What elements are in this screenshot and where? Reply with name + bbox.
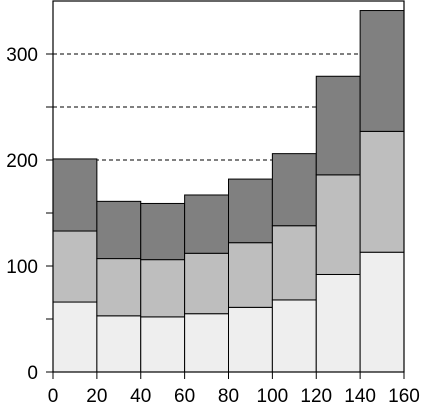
bar-segment-1-bin-2 bbox=[140, 259, 186, 318]
bar-segment-2-bin-6 bbox=[315, 75, 361, 176]
bar-segment-0-bin-1 bbox=[96, 315, 142, 373]
bar-segment-2-bin-1 bbox=[96, 200, 142, 260]
bar-segment-0-bin-5 bbox=[271, 299, 317, 373]
bar-segment-1-bin-4 bbox=[228, 242, 273, 308]
bar-segment-0-bin-4 bbox=[228, 306, 273, 373]
bar-segment-1-bin-1 bbox=[96, 258, 142, 317]
y-tick-label-200: 200 bbox=[6, 151, 38, 172]
tick-labels: 0 20 40 60 80 100 120 140 160 0 100 200 300 bbox=[6, 45, 420, 407]
y-tick-label-0: 0 bbox=[27, 363, 38, 384]
x-tick-label-80: 80 bbox=[218, 386, 239, 407]
x-tick-label-40: 40 bbox=[130, 386, 151, 407]
bar-segment-1-bin-7 bbox=[359, 130, 405, 253]
bar-segment-1-bin-0 bbox=[52, 230, 98, 303]
bar-segment-2-bin-2 bbox=[140, 202, 186, 261]
bar-segment-1-bin-3 bbox=[184, 252, 229, 315]
bar-segment-0-bin-6 bbox=[315, 273, 361, 373]
x-tick-label-60: 60 bbox=[174, 386, 195, 407]
x-tick-label-140: 140 bbox=[344, 386, 376, 407]
x-tick-label-20: 20 bbox=[86, 386, 107, 407]
x-tick-label-160: 160 bbox=[388, 386, 420, 407]
bar-segment-0-bin-3 bbox=[184, 313, 229, 373]
gridlines bbox=[53, 53, 359, 161]
bar-segment-2-bin-4 bbox=[228, 178, 273, 244]
bar-segment-1-bin-6 bbox=[315, 174, 361, 275]
bar-segment-2-bin-5 bbox=[271, 153, 317, 227]
bar-segment-2-bin-3 bbox=[184, 194, 229, 254]
y-tick-label-100: 100 bbox=[6, 257, 38, 278]
bars bbox=[52, 10, 405, 373]
x-tick-label-100: 100 bbox=[257, 386, 289, 407]
x-tick-label-120: 120 bbox=[300, 386, 332, 407]
bar-segment-2-bin-0 bbox=[52, 158, 98, 232]
bar-segment-0-bin-7 bbox=[359, 251, 405, 373]
bar-segment-0-bin-0 bbox=[52, 301, 98, 373]
bar-segment-1-bin-5 bbox=[271, 225, 317, 301]
bar-segment-2-bin-7 bbox=[359, 10, 405, 132]
x-tick-label-0: 0 bbox=[48, 386, 59, 407]
bar-segment-0-bin-2 bbox=[140, 316, 186, 373]
y-tick-label-300: 300 bbox=[6, 45, 38, 66]
ticks bbox=[46, 53, 405, 379]
